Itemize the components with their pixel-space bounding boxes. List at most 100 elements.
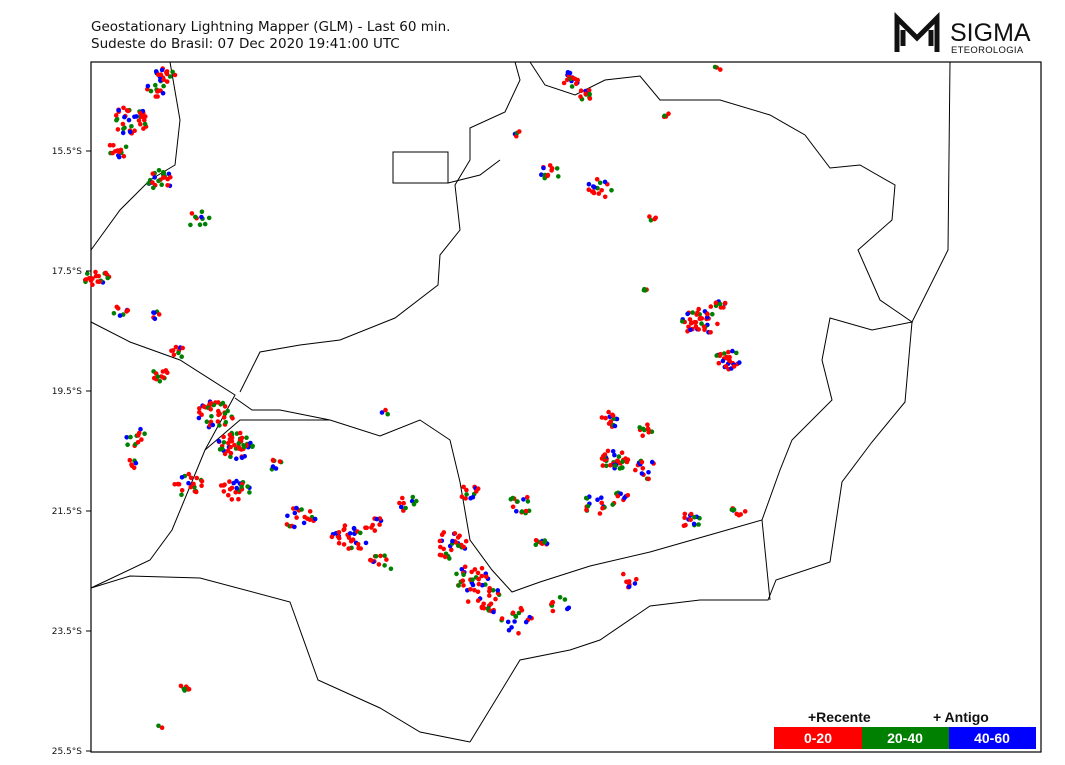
lightning-dot — [226, 440, 231, 446]
lightning-dot — [640, 433, 645, 439]
lightning-dot — [127, 129, 133, 135]
logo-tagline: ETEOROLOGIA — [951, 45, 1024, 56]
lightning-dot — [129, 463, 135, 469]
lightning-dot — [602, 179, 608, 185]
lightning-dot — [342, 526, 347, 532]
lightning-dot — [578, 94, 583, 99]
borders — [90, 61, 1042, 753]
lightning-dot — [716, 360, 722, 366]
lightning-dot — [186, 471, 192, 477]
lightning-dot — [152, 175, 157, 180]
lightning-dot — [456, 583, 462, 588]
lightning-dot — [722, 300, 728, 306]
lightning-dot — [285, 513, 290, 519]
lightning-dot — [632, 581, 638, 586]
lightning-dot — [634, 576, 639, 582]
lightning-dot — [438, 544, 443, 550]
lat-label: 19.5°S — [52, 387, 83, 397]
lightning-dot — [713, 300, 719, 306]
lightning-dot — [152, 316, 158, 322]
lightning-dot — [228, 444, 233, 450]
lightning-dot — [533, 542, 539, 548]
lightning-dot — [142, 117, 147, 123]
lightning-dot — [159, 67, 165, 73]
lightning-dot — [202, 221, 208, 227]
lightning-dot — [692, 319, 697, 325]
lightning-dot — [398, 504, 404, 510]
lightning-dot — [115, 127, 121, 132]
lightning-dot — [215, 400, 221, 405]
lightning-dot — [121, 154, 127, 159]
lightning-dot — [229, 497, 235, 502]
lightning-dot — [565, 77, 570, 83]
lightning-dot — [136, 433, 141, 438]
lightning-dot — [646, 430, 651, 435]
lightning-dot — [179, 354, 184, 360]
lightning-dot — [215, 419, 221, 424]
lightning-dot — [649, 459, 655, 465]
lightning-dot — [116, 154, 122, 160]
lightning-dot — [518, 605, 524, 611]
lightning-dot — [597, 180, 603, 186]
lightning-dot — [373, 554, 379, 559]
lightning-dot — [697, 316, 703, 322]
lightning-dot — [199, 483, 204, 489]
lightning-dot — [648, 218, 654, 223]
lightning-dot — [196, 415, 202, 421]
lightning-dot — [150, 180, 155, 185]
lightning-dot — [157, 379, 163, 384]
lightning-dot — [182, 686, 187, 692]
lightning-dot — [307, 509, 313, 514]
lightning-dot — [138, 121, 143, 127]
lightning-dot — [96, 273, 101, 279]
lightning-dot — [105, 275, 110, 281]
latitude-labels: 15.5°S 17.5°S 19.5°S 21.5°S 23.5°S 25.5°S — [52, 147, 91, 757]
lightning-dot — [562, 597, 568, 602]
lightning-dot — [696, 306, 701, 312]
lightning-dot — [159, 725, 165, 730]
lightning-dot — [491, 609, 496, 615]
lightning-dot — [346, 546, 352, 551]
lightning-dot — [161, 375, 166, 380]
lightning-dot — [542, 540, 547, 545]
lightning-dot — [595, 497, 600, 503]
lightning-dot — [476, 576, 482, 582]
lightning-dot — [495, 588, 501, 593]
lightning-dot — [171, 352, 177, 358]
lightning-dot — [244, 435, 249, 441]
lightning-dot — [538, 540, 544, 546]
lightning-dot — [586, 187, 592, 192]
lightning-dot — [376, 562, 382, 567]
lightning-dot — [449, 547, 454, 553]
lightning-dot — [621, 571, 626, 577]
lightning-dot — [612, 423, 618, 429]
lightning-dot — [714, 353, 719, 358]
lightning-dot — [547, 163, 553, 168]
lightning-dot — [521, 497, 526, 502]
lightning-dot — [364, 525, 370, 531]
lightning-dot — [615, 493, 621, 499]
lightning-dot — [587, 96, 593, 101]
lightning-dot — [510, 504, 516, 510]
lightning-dot — [97, 279, 102, 285]
lightning-dot — [170, 69, 175, 75]
legend-class: 20-40 — [887, 730, 923, 746]
lightning-dot — [625, 493, 631, 498]
lightning-dot — [86, 276, 92, 281]
lightning-dot — [239, 455, 245, 461]
lightning-dot — [461, 484, 466, 490]
lightning-dot — [463, 496, 468, 501]
lightning-dot — [475, 570, 481, 576]
lightning-dot — [180, 345, 185, 351]
lightning-dot — [377, 522, 382, 527]
lightning-dot — [155, 374, 161, 380]
lightning-dot — [600, 463, 606, 468]
lightning-dot — [133, 460, 139, 466]
lightning-dot — [545, 173, 550, 179]
lightning-dot — [122, 114, 127, 120]
lightning-dot — [299, 507, 304, 512]
lightning-dot — [116, 108, 121, 113]
lightning-dot — [176, 481, 182, 487]
legend-recent: +Recente — [808, 709, 871, 725]
